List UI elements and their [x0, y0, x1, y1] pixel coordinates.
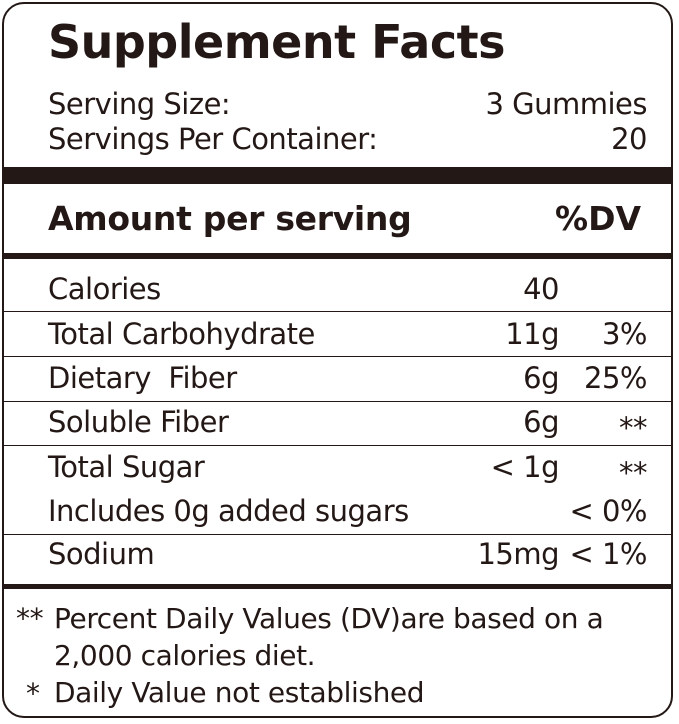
nutrient-amount: 40 — [523, 272, 559, 306]
thick-divider — [4, 167, 671, 184]
nutrient-dv: 3% — [601, 317, 648, 351]
serving-size-row: Serving Size: 3 Gummies — [48, 87, 647, 121]
nutrient-dv: ** — [619, 411, 648, 445]
nutrient-row: Soluble Fiber 6g ** — [4, 400, 671, 445]
nutrient-row: Includes 0g added sugars < 0% — [4, 489, 671, 533]
footnote-not-established-text: Daily Value not established — [54, 676, 425, 709]
footnote-dv-text: Percent Daily Values (DV)are based on a — [54, 602, 604, 635]
footnote-not-established-marker: * — [26, 677, 40, 710]
nutrient-name: Dietary Fiber — [48, 361, 237, 395]
nutrient-dv: ** — [619, 456, 648, 490]
nutrient-name: Soluble Fiber — [48, 405, 229, 439]
nutrient-amount: < 1g — [490, 450, 560, 484]
footnote-dv-marker: ** — [16, 602, 44, 635]
panel-title: Supplement Facts — [48, 15, 506, 69]
nutrient-dv: < 0% — [569, 494, 647, 528]
nutrient-amount: 11g — [505, 317, 559, 351]
nutrient-name: Total Sugar — [48, 450, 205, 484]
nutrient-row: Calories 40 — [4, 267, 671, 311]
nutrient-amount: 6g — [523, 405, 559, 439]
row-divider — [4, 534, 671, 535]
nutrient-amount: 15mg — [477, 537, 559, 571]
daily-value-header: %DV — [555, 199, 641, 238]
nutrient-name: Includes 0g added sugars — [48, 494, 409, 528]
nutrient-dv: 25% — [584, 361, 647, 395]
serving-size-value: 3 Gummies — [485, 87, 647, 121]
medium-divider — [4, 253, 671, 259]
nutrient-dv: < 1% — [569, 537, 647, 571]
nutrient-name: Total Carbohydrate — [48, 317, 315, 351]
row-divider — [4, 356, 671, 357]
amount-per-serving-header: Amount per serving — [48, 199, 412, 238]
row-divider — [4, 401, 671, 402]
servings-per-container-value: 20 — [611, 122, 647, 156]
nutrient-amount: 6g — [523, 361, 559, 395]
servings-per-container-label: Servings Per Container: — [48, 122, 378, 156]
nutrient-name: Calories — [48, 272, 161, 306]
serving-size-label: Serving Size: — [48, 87, 231, 121]
nutrient-row: Total Carbohydrate 11g 3% — [4, 312, 671, 356]
row-divider — [4, 445, 671, 446]
nutrient-row: Total Sugar < 1g ** — [4, 445, 671, 490]
servings-per-container-row: Servings Per Container: 20 — [48, 122, 647, 156]
footnote-dv-text-cont: 2,000 calories diet. — [54, 639, 316, 672]
bottom-divider — [4, 584, 671, 589]
nutrient-name: Sodium — [48, 537, 155, 571]
nutrient-row: Dietary Fiber 6g 25% — [4, 356, 671, 400]
supplement-facts-panel: Supplement Facts Serving Size: 3 Gummies… — [2, 2, 673, 718]
row-divider — [4, 311, 671, 312]
nutrient-row: Sodium 15mg < 1% — [4, 532, 671, 576]
